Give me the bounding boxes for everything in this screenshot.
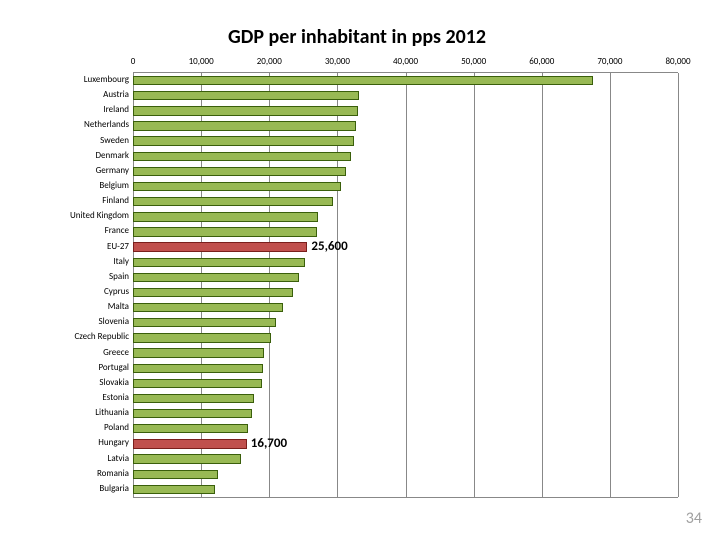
page-number: 34 <box>686 509 702 528</box>
x-tick-label: 10,000 <box>189 56 214 67</box>
y-tick-label: Bulgaria <box>99 484 129 493</box>
y-tick-label: Lithuania <box>95 408 129 417</box>
bar <box>133 288 293 297</box>
bar <box>133 242 307 251</box>
x-tick-label: 30,000 <box>325 56 350 67</box>
y-tick-label: Germany <box>96 166 129 175</box>
bar <box>133 333 271 342</box>
bar <box>133 197 333 206</box>
y-tick-label: Poland <box>104 423 129 432</box>
bar <box>133 394 254 403</box>
y-tick-label: Netherlands <box>84 120 129 129</box>
y-tick-label: Romania <box>97 469 129 478</box>
bar-annotation: 25,600 <box>311 239 347 254</box>
y-tick-label: Portugal <box>98 363 129 372</box>
chart-plot-area <box>133 72 678 498</box>
bar <box>133 227 317 236</box>
y-tick-label: Sweden <box>100 136 129 145</box>
bar <box>133 76 593 85</box>
bar <box>133 439 247 448</box>
bar-annotation: 16,700 <box>251 436 287 451</box>
x-tick-label: 60,000 <box>529 56 554 67</box>
y-tick-label: Italy <box>113 257 129 266</box>
x-tick-label: 20,000 <box>257 56 282 67</box>
bar <box>133 212 318 221</box>
y-tick-label: Belgium <box>99 181 129 190</box>
bar <box>133 121 356 130</box>
y-tick-label: Hungary <box>98 438 129 447</box>
y-tick-label: Malta <box>108 302 129 311</box>
x-tick-label: 70,000 <box>597 56 622 67</box>
y-tick-label: Finland <box>102 196 129 205</box>
y-tick-label: Denmark <box>96 151 129 160</box>
y-tick-label: Czech Republic <box>74 332 129 341</box>
bar <box>133 167 346 176</box>
bar <box>133 454 241 463</box>
bar <box>133 424 248 433</box>
y-tick-label: Slovenia <box>99 317 129 326</box>
y-tick-label: United Kingdom <box>70 211 129 220</box>
y-tick-label: Greece <box>103 348 129 357</box>
bar <box>133 485 215 494</box>
y-tick-label: Slovakia <box>99 378 129 387</box>
bar <box>133 379 262 388</box>
bar <box>133 303 283 312</box>
bar <box>133 91 359 100</box>
x-gridline <box>406 73 407 497</box>
bar <box>133 470 218 479</box>
bar <box>133 182 341 191</box>
x-tick-label: 80,000 <box>665 56 690 67</box>
bar <box>133 318 276 327</box>
x-tick-label: 50,000 <box>461 56 486 67</box>
bar <box>133 348 264 357</box>
bar <box>133 409 252 418</box>
x-gridline <box>610 73 611 497</box>
bar <box>133 364 263 373</box>
x-gridline <box>474 73 475 497</box>
chart-title: GDP per inhabitant in pps 2012 <box>228 25 486 49</box>
y-tick-label: Estonia <box>102 393 129 402</box>
bar <box>133 152 351 161</box>
y-tick-label: Latvia <box>108 454 129 463</box>
bar <box>133 258 305 267</box>
y-tick-label: Spain <box>109 272 129 281</box>
x-tick-label: 40,000 <box>393 56 418 67</box>
y-tick-label: Cyprus <box>104 287 129 296</box>
y-tick-label: Austria <box>103 90 129 99</box>
bar <box>133 136 354 145</box>
y-tick-label: Luxembourg <box>84 75 129 84</box>
y-tick-label: Ireland <box>103 105 129 114</box>
slide: { "title": { "text": "GDP per inhabitant… <box>0 0 720 540</box>
x-tick-label: 0 <box>131 56 136 67</box>
bar <box>133 273 299 282</box>
y-tick-label: EU-27 <box>107 242 129 251</box>
bar <box>133 106 358 115</box>
y-tick-label: France <box>105 226 129 235</box>
x-gridline <box>678 73 679 497</box>
x-gridline <box>542 73 543 497</box>
